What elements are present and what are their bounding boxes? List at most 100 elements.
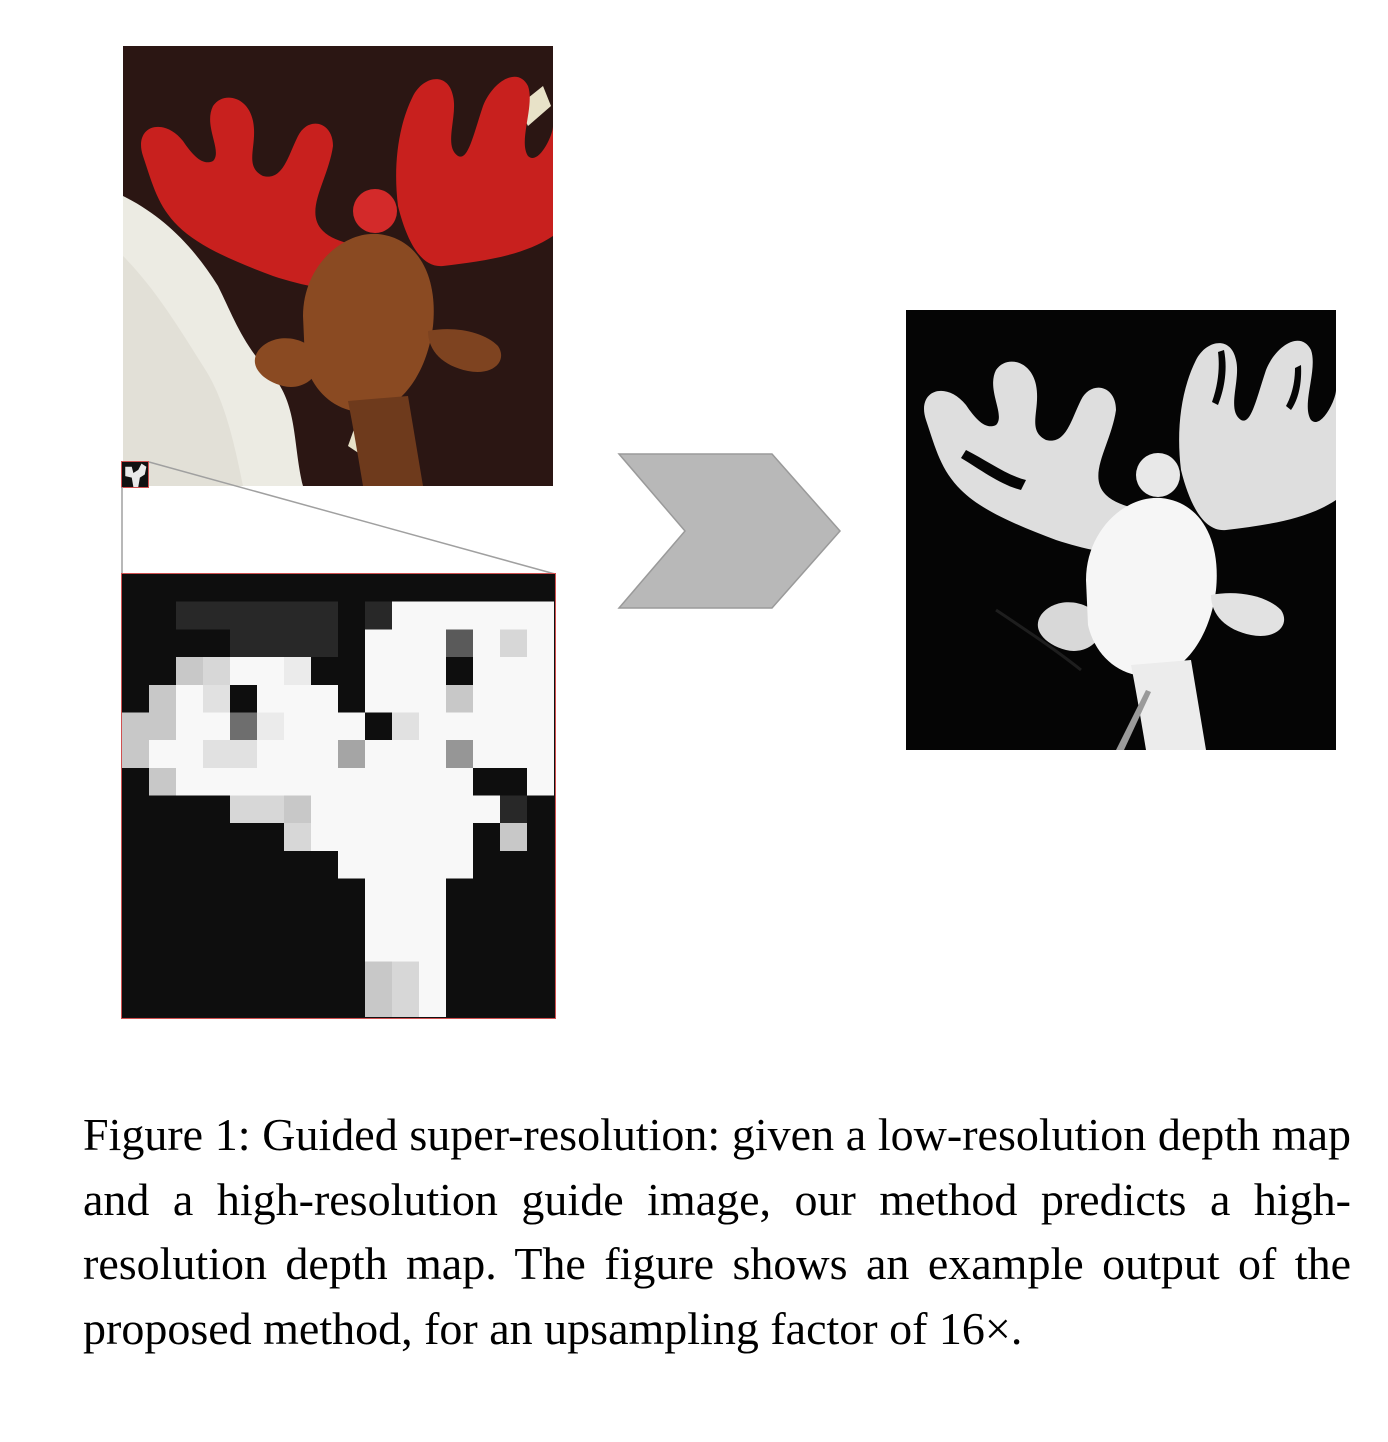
lowres-pixel xyxy=(392,989,419,1017)
lowres-pixel xyxy=(311,767,338,796)
lowres-pixel xyxy=(284,629,311,658)
lowres-pixel xyxy=(473,740,500,768)
lowres-pixel xyxy=(122,740,149,768)
lowres-pixel xyxy=(338,989,365,1017)
lowres-pixel xyxy=(392,657,419,685)
lowres-pixel xyxy=(446,906,473,934)
lowres-pixel xyxy=(203,684,230,713)
lowres-pixel xyxy=(257,740,284,768)
lowres-pixel xyxy=(392,767,419,796)
lowres-pixel xyxy=(257,823,284,851)
lowres-pixel xyxy=(230,878,257,907)
lowres-pixel xyxy=(473,795,500,824)
lowres-pixel xyxy=(473,601,500,630)
lowres-pixel xyxy=(122,850,149,879)
lowres-pixel xyxy=(365,989,392,1017)
lowres-pixel xyxy=(203,933,230,962)
lowres-pixel xyxy=(365,767,392,796)
lowres-pixel xyxy=(149,823,176,851)
lowres-pixel xyxy=(392,684,419,713)
lowres-pixel xyxy=(230,684,257,713)
lowres-pixel xyxy=(338,906,365,934)
lowres-pixel xyxy=(446,740,473,768)
lowres-pixel xyxy=(230,961,257,990)
lowres-pixel xyxy=(473,684,500,713)
lowres-pixel xyxy=(419,767,446,796)
lowres-pixel xyxy=(311,850,338,879)
lowres-pixel xyxy=(446,767,473,796)
lowres-pixel xyxy=(257,767,284,796)
lowres-pixel xyxy=(149,601,176,630)
lowres-pixel xyxy=(149,684,176,713)
lowres-pixel xyxy=(122,601,149,630)
lowres-pixel xyxy=(392,629,419,658)
lowres-pixel xyxy=(284,684,311,713)
lowres-pixel xyxy=(311,657,338,685)
lowres-pixel xyxy=(500,712,527,741)
lowres-pixel xyxy=(284,712,311,741)
lowres-pixel xyxy=(311,601,338,630)
lowres-pixel xyxy=(284,933,311,962)
lowres-pixel xyxy=(230,850,257,879)
lowres-pixel xyxy=(284,961,311,990)
lowres-pixel xyxy=(419,961,446,990)
lowres-pixel xyxy=(500,795,527,824)
lowres-pixel xyxy=(149,657,176,685)
lowres-pixel xyxy=(419,878,446,907)
lowres-pixel xyxy=(176,684,203,713)
lowres-pixel xyxy=(311,712,338,741)
lowres-pixel xyxy=(203,878,230,907)
lowres-pixel xyxy=(446,989,473,1017)
lowres-pixel xyxy=(257,601,284,630)
lowres-pixel xyxy=(527,850,554,879)
lowres-pixel xyxy=(149,629,176,658)
lowres-pixel xyxy=(176,601,203,630)
lowres-pixel xyxy=(257,795,284,824)
lowres-pixel xyxy=(230,823,257,851)
lowres-pixel xyxy=(311,823,338,851)
lowres-pixel xyxy=(203,657,230,685)
lowres-pixel xyxy=(446,629,473,658)
lowres-pixel xyxy=(338,850,365,879)
lowres-pixel xyxy=(149,767,176,796)
lowres-pixel xyxy=(500,906,527,934)
lowres-pixel xyxy=(500,574,527,602)
lowres-pixel xyxy=(527,740,554,768)
lowres-pixel xyxy=(257,850,284,879)
lowres-pixel xyxy=(446,850,473,879)
lowres-pixel xyxy=(446,823,473,851)
lowres-pixel xyxy=(122,961,149,990)
lowres-pixel xyxy=(149,795,176,824)
lowres-pixel xyxy=(527,712,554,741)
lowres-pixel xyxy=(176,850,203,879)
lowres-pixel xyxy=(176,767,203,796)
lowres-pixel xyxy=(257,906,284,934)
lowres-pixel xyxy=(176,961,203,990)
lowres-pixel xyxy=(284,767,311,796)
lowres-pixel xyxy=(122,712,149,741)
lowres-pixel xyxy=(419,684,446,713)
lowres-pixel xyxy=(473,823,500,851)
lowres-pixel xyxy=(311,795,338,824)
lowres-pixel xyxy=(122,657,149,685)
lowres-pixel xyxy=(284,989,311,1017)
figure-caption: Figure 1: Guided super-resolution: given… xyxy=(83,1109,1351,1354)
lowres-pixel xyxy=(284,657,311,685)
lowres-pixel xyxy=(419,933,446,962)
lowres-pixel xyxy=(500,767,527,796)
lowres-thumbnail xyxy=(121,461,149,488)
arrow-icon xyxy=(610,450,850,615)
lowres-pixel xyxy=(419,906,446,934)
lowres-pixel xyxy=(122,878,149,907)
lowres-thumbnail-drawing xyxy=(122,462,148,487)
lowres-pixel xyxy=(446,933,473,962)
lowres-pixel xyxy=(365,850,392,879)
lowres-pixel xyxy=(500,989,527,1017)
lowres-pixel xyxy=(257,684,284,713)
lowres-pixel xyxy=(311,629,338,658)
lowres-pixel xyxy=(446,878,473,907)
lowres-pixel xyxy=(500,601,527,630)
lowres-pixel xyxy=(338,933,365,962)
lowres-pixel xyxy=(446,657,473,685)
lowres-depth-map xyxy=(121,573,556,1019)
